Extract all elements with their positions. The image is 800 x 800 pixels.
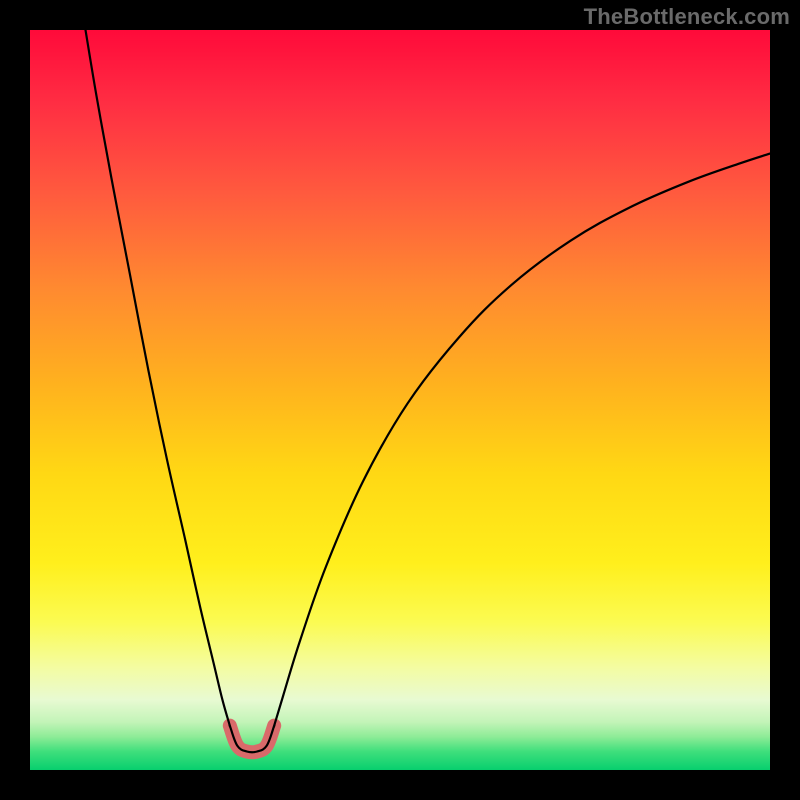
plot-area: [30, 30, 770, 770]
chart-frame: TheBottleneck.com: [0, 0, 800, 800]
bottleneck-curve-svg: [30, 30, 770, 770]
watermark-text: TheBottleneck.com: [584, 4, 790, 30]
gradient-background: [30, 30, 770, 770]
